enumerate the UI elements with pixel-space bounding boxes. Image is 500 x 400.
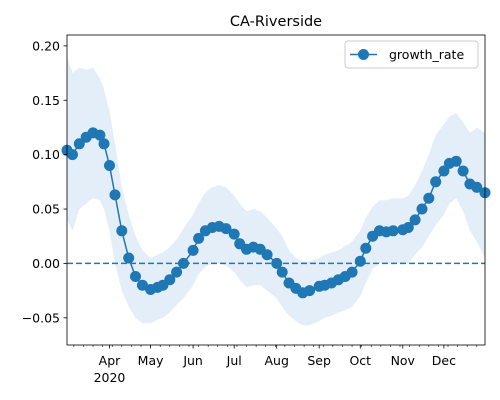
y-tick-label: 0.20 bbox=[32, 38, 60, 53]
y-tick-label: 0.15 bbox=[32, 93, 60, 108]
legend-entry-growth-rate: growth_rate bbox=[389, 47, 464, 62]
data-point bbox=[116, 225, 128, 237]
data-point bbox=[430, 176, 442, 188]
data-point bbox=[360, 242, 372, 254]
data-point bbox=[271, 257, 283, 269]
x-tick-label: Dec bbox=[432, 353, 456, 368]
y-tick-label: −0.05 bbox=[22, 310, 60, 325]
x-tick-label: Apr bbox=[99, 353, 121, 368]
x-tick-label: Jul bbox=[226, 353, 242, 368]
y-tick-label: 0.00 bbox=[32, 256, 60, 271]
data-point bbox=[67, 149, 78, 161]
data-point bbox=[109, 189, 121, 201]
plot-area bbox=[61, 56, 491, 326]
data-point bbox=[171, 266, 183, 278]
data-point bbox=[346, 266, 358, 278]
data-point bbox=[438, 165, 450, 177]
data-point bbox=[130, 271, 141, 282]
plot-frame bbox=[66, 34, 486, 346]
legend-marker-swatch bbox=[358, 49, 369, 60]
data-point bbox=[187, 244, 199, 256]
x-tick-label: May bbox=[138, 353, 164, 368]
data-point bbox=[228, 228, 240, 240]
data-point bbox=[276, 266, 288, 278]
y-tick-label: 0.10 bbox=[32, 147, 60, 162]
data-point bbox=[304, 285, 316, 297]
data-point bbox=[98, 138, 110, 150]
data-point bbox=[457, 165, 469, 177]
data-point bbox=[423, 192, 435, 204]
data-point bbox=[416, 203, 428, 215]
x-tick-label: Oct bbox=[349, 353, 371, 368]
data-point bbox=[178, 257, 189, 269]
x-tick-label: Sep bbox=[307, 353, 331, 368]
data-point bbox=[354, 255, 366, 267]
data-point bbox=[123, 252, 135, 264]
legend-frame bbox=[344, 40, 479, 69]
data-point bbox=[94, 129, 106, 141]
data-point bbox=[261, 249, 273, 261]
data-point bbox=[136, 279, 148, 291]
data-point bbox=[471, 181, 483, 193]
data-point bbox=[73, 138, 85, 150]
y-tick-label: 0.05 bbox=[32, 202, 60, 217]
data-point bbox=[164, 274, 176, 286]
data-point bbox=[402, 222, 414, 233]
data-point bbox=[409, 214, 421, 226]
data-point bbox=[104, 160, 115, 171]
data-point bbox=[220, 223, 232, 235]
x-tick-label: Aug bbox=[264, 353, 288, 368]
legend: growth_rate bbox=[344, 40, 479, 69]
x-tick-label: Jun bbox=[182, 353, 203, 368]
axes: −0.05 0.00 0.05 0.10 0.15 0.20 Apr May Jun Jul Aug… bbox=[22, 34, 486, 385]
data-point bbox=[387, 225, 399, 237]
chart-title: CA-Riverside bbox=[230, 14, 322, 30]
confidence-band bbox=[67, 56, 485, 326]
data-point bbox=[193, 232, 205, 244]
x-tick-label: Nov bbox=[391, 353, 416, 368]
data-point bbox=[450, 155, 462, 167]
x-year-label: 2020 bbox=[94, 370, 126, 385]
